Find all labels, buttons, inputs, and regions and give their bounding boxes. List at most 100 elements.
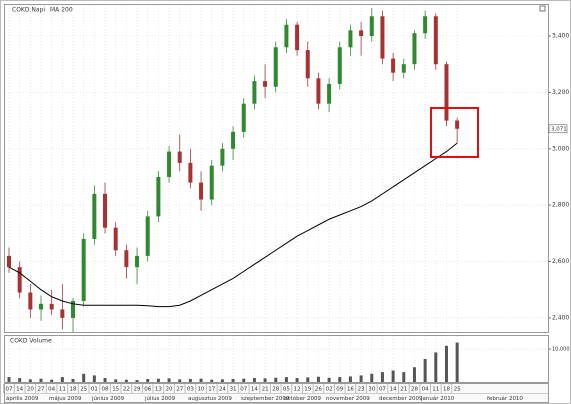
candle-body xyxy=(49,303,54,310)
volume-bar xyxy=(391,370,395,382)
volume-bar xyxy=(338,377,342,382)
candle-body xyxy=(167,151,172,177)
candle-body xyxy=(444,64,449,121)
volume-bar xyxy=(167,378,171,382)
volume-bar xyxy=(71,379,75,382)
x-tick-label: 20 xyxy=(27,387,34,393)
candle-body xyxy=(252,81,257,104)
candle-body xyxy=(92,193,97,239)
volume-bar xyxy=(316,376,320,382)
volume-bar xyxy=(199,378,203,382)
month-label: július 2009 xyxy=(144,395,176,402)
candle-body xyxy=(284,24,289,48)
x-tick-label: 02 xyxy=(326,387,333,393)
x-tick-label: 10 xyxy=(198,387,205,393)
candle-body xyxy=(209,165,214,200)
volume-bar xyxy=(210,379,214,382)
volume-bar xyxy=(306,377,310,382)
candle-body xyxy=(327,83,332,104)
candle-body xyxy=(273,47,278,87)
volume-bar xyxy=(455,342,459,382)
ma-line xyxy=(8,142,458,308)
x-tick-label: 29 xyxy=(134,387,141,393)
candle-body xyxy=(103,193,108,228)
x-tick-label: 12 xyxy=(294,387,301,393)
candle-body xyxy=(60,309,65,318)
x-tick-label: 18 xyxy=(443,387,450,393)
y-tick-label: 3,200 xyxy=(552,89,569,96)
highlight-box xyxy=(430,107,479,158)
volume-bar xyxy=(50,379,54,382)
x-tick-label: 26 xyxy=(315,387,322,393)
x-tick-label: 11 xyxy=(432,387,439,393)
y-tick-label: 2,800 xyxy=(552,202,569,209)
candle-body xyxy=(391,58,396,73)
volume-bar xyxy=(156,378,160,382)
x-tick-label: 28 xyxy=(272,387,279,393)
candle-body xyxy=(263,81,268,87)
candle-body xyxy=(433,16,438,65)
x-tick-label: 22 xyxy=(123,387,130,393)
candle-body xyxy=(7,255,11,268)
volume-bar xyxy=(124,379,128,382)
price-label: 3,071 xyxy=(551,126,567,132)
indicator-label[interactable]: MA 200 xyxy=(50,7,73,14)
volume-bar xyxy=(7,377,11,382)
x-tick-label: 25 xyxy=(80,387,87,393)
candle-body xyxy=(39,303,44,310)
candle-body xyxy=(28,292,33,310)
x-tick-label: 06 xyxy=(144,387,151,393)
maximize-icon[interactable] xyxy=(539,5,546,12)
volume-bar xyxy=(263,378,267,382)
price-label-box xyxy=(548,124,568,134)
candle-body xyxy=(81,238,86,301)
x-tick-label: 16 xyxy=(347,387,354,393)
candle-body xyxy=(17,267,22,293)
candle-body xyxy=(295,24,300,51)
x-tick-label: 14 xyxy=(251,387,258,393)
candle-body xyxy=(188,162,193,183)
candle-body xyxy=(156,176,161,217)
x-tick-label: 24 xyxy=(219,387,226,393)
chart-title[interactable]: COKD Napi xyxy=(12,7,45,14)
candle-body xyxy=(135,255,140,268)
x-tick-label: 25 xyxy=(454,387,461,393)
candle-body xyxy=(348,30,353,48)
volume-bar xyxy=(402,372,406,382)
x-tick-label: 07 xyxy=(240,387,247,393)
x-tick-label: 07 xyxy=(379,387,386,393)
x-tick-label: 23 xyxy=(358,387,365,393)
volume-bar xyxy=(146,379,150,382)
month-label: szeptember 2009 xyxy=(241,396,290,402)
price-panel xyxy=(4,4,549,333)
x-tick-label: 11 xyxy=(59,387,66,393)
x-tick-label: 30 xyxy=(368,387,375,393)
volume-panel xyxy=(4,335,549,383)
volume-bar xyxy=(274,377,278,382)
volume-bar xyxy=(444,345,448,382)
y-tick-label: 10,000 xyxy=(552,347,570,353)
x-tick-label: 05 xyxy=(283,387,290,393)
candle-body xyxy=(423,16,428,34)
volume-bar xyxy=(103,378,107,382)
candle-body xyxy=(337,47,342,84)
month-label: december 2009 xyxy=(379,396,423,402)
x-tick-label: 14 xyxy=(16,387,23,393)
candle-body xyxy=(241,103,246,132)
x-tick-label: 15 xyxy=(112,387,119,393)
volume-bar xyxy=(60,377,64,382)
month-label: április 2009 xyxy=(6,395,39,402)
x-tick-label: 19 xyxy=(304,387,311,393)
x-tick-label: 04 xyxy=(48,387,55,393)
volume-bar xyxy=(82,373,86,382)
volume-bar xyxy=(252,378,256,382)
volume-bar xyxy=(423,359,427,382)
candle-body xyxy=(316,78,321,104)
x-tick-label: 20 xyxy=(166,387,173,393)
candle-body xyxy=(380,16,385,59)
volume-bar xyxy=(380,372,384,382)
month-label: január 2010 xyxy=(420,395,455,402)
x-tick-label: 27 xyxy=(38,387,45,393)
